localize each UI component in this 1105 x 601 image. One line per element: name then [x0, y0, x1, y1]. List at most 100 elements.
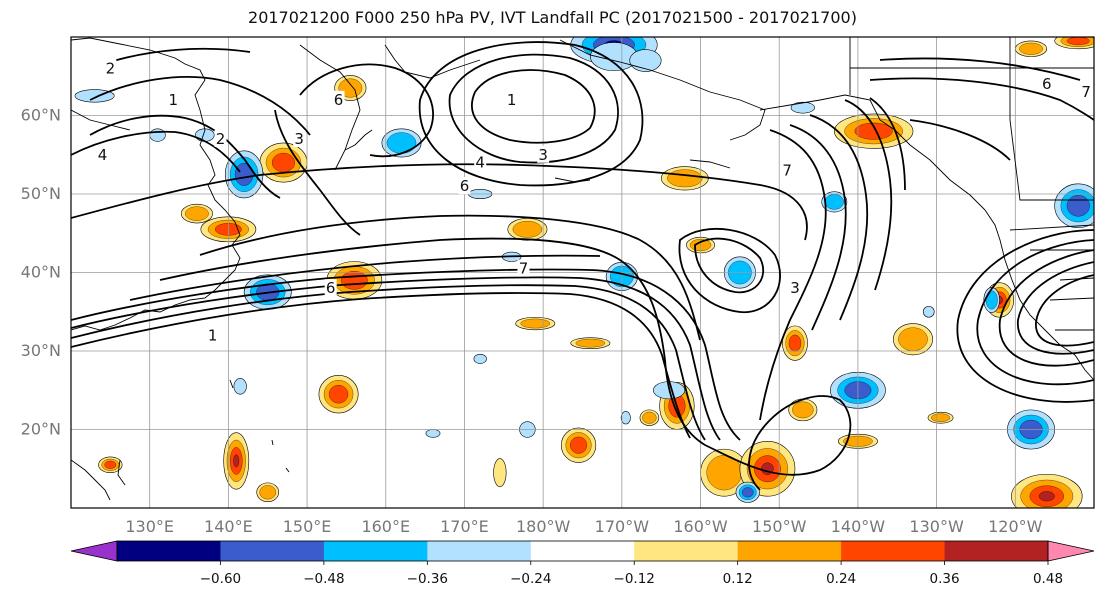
contour-label: 3 — [788, 279, 801, 297]
pv-anomaly — [318, 375, 359, 414]
contour-label: 4 — [474, 153, 487, 172]
colorbar-extend-high — [1047, 540, 1095, 562]
lon-tick-label: 140°E — [204, 517, 253, 536]
pv-anomaly — [425, 429, 441, 438]
svg-text:3: 3 — [538, 146, 548, 164]
pv-anomaly — [1015, 40, 1048, 57]
pv-anomaly — [639, 409, 660, 426]
pv-anomaly — [224, 150, 264, 199]
graticule — [71, 37, 1094, 508]
pv-anomaly — [700, 448, 749, 497]
colorbar-segment — [427, 541, 532, 561]
longitude-labels: 130°E 140°E 150°E 160°E 170°E 180°W 170°W 160°W… — [125, 517, 1042, 536]
colorbar-tick-label: −0.24 — [510, 571, 551, 587]
lon-tick-label: 170°E — [440, 517, 489, 536]
lon-tick-label: 130°W — [909, 517, 964, 536]
map-frame — [70, 36, 1095, 509]
colorbar-tick-label: −0.48 — [303, 571, 344, 587]
svg-text:2: 2 — [106, 59, 116, 77]
svg-text:7: 7 — [782, 161, 792, 179]
pv-anomaly — [927, 411, 954, 424]
pv-anomaly — [983, 287, 1000, 313]
svg-text:1: 1 — [169, 91, 179, 109]
lon-tick-label: 150°E — [283, 517, 332, 536]
lat-tick-label: 30°N — [21, 341, 61, 360]
colorbar-tick-label: −0.12 — [614, 571, 655, 587]
contour-label: 7 — [517, 259, 530, 278]
pv-anomaly — [560, 427, 597, 463]
svg-text:6: 6 — [1042, 75, 1052, 93]
pv-anomaly — [515, 316, 556, 331]
svg-text:2: 2 — [216, 130, 226, 148]
contour-label: 1 — [505, 90, 518, 109]
svg-text:6: 6 — [460, 177, 470, 195]
latitude-labels: 20°N 30°N 40°N 50°N 60°N — [21, 106, 61, 439]
pv-anomaly — [570, 337, 611, 349]
lat-tick-label: 60°N — [21, 106, 61, 125]
colorbar-segment — [737, 541, 842, 561]
colorbar-tick-label: 0.12 — [723, 571, 753, 587]
pv-anomaly — [790, 101, 815, 114]
pv-anomaly — [1011, 473, 1083, 508]
contour-label: 6 — [324, 279, 337, 297]
contour-label: 3 — [293, 130, 306, 148]
pv-anomaly — [256, 482, 280, 503]
colorbar-tick-label: 0.48 — [1033, 571, 1063, 587]
lon-tick-label: 180°W — [516, 517, 571, 536]
colorbar-segment — [634, 541, 739, 561]
lon-tick-label: 140°W — [831, 517, 886, 536]
lat-tick-label: 40°N — [21, 263, 61, 282]
svg-text:1: 1 — [507, 91, 517, 109]
colorbar-segment — [530, 541, 635, 561]
colorbar-tick-label: −0.60 — [200, 571, 241, 587]
pv-anomaly — [326, 261, 383, 300]
map-title: 2017021200 F000 250 hPa PV, IVT Landfall… — [248, 8, 857, 27]
contour-label: 7 — [1080, 82, 1093, 101]
contour-label: 6 — [1040, 75, 1053, 93]
lat-tick-label: 20°N — [21, 420, 61, 439]
lon-tick-label: 160°W — [673, 517, 728, 536]
colorbar-segment — [117, 541, 221, 561]
svg-text:7: 7 — [519, 260, 529, 278]
svg-text:4: 4 — [475, 154, 485, 172]
colorbar-segment — [841, 541, 946, 561]
pv-anomaly — [620, 411, 631, 425]
lat-tick-label: 50°N — [21, 184, 61, 203]
lon-tick-label: 170°W — [595, 517, 650, 536]
colorbar-segment — [944, 541, 1049, 561]
lon-tick-label: 130°E — [125, 517, 174, 536]
svg-text:3: 3 — [790, 279, 800, 297]
pv-anomaly — [493, 458, 507, 488]
pv-anomaly — [180, 203, 213, 224]
svg-text:3: 3 — [294, 130, 304, 148]
pv-anomaly — [821, 191, 848, 213]
contour-label: 1 — [206, 326, 219, 344]
pv-anomaly — [834, 113, 914, 149]
contour-label: 4 — [96, 145, 109, 164]
pv-anomaly — [149, 128, 166, 142]
pv-anomaly — [788, 398, 818, 422]
pv-anomaly — [735, 481, 760, 503]
pv-anomaly — [922, 305, 935, 318]
lon-tick-label: 120°W — [988, 517, 1043, 536]
svg-text:6: 6 — [334, 91, 344, 109]
pv-anomaly — [233, 378, 247, 395]
svg-text:7: 7 — [1081, 83, 1091, 101]
colorbar-frame — [116, 540, 1049, 562]
colorbar: −0.60 −0.48 −0.36 −0.24 −0.12 0.12 0.24 0.36 0.4… — [70, 540, 1095, 587]
svg-text:6: 6 — [326, 279, 336, 297]
colorbar-segment — [323, 541, 428, 561]
lon-tick-label: 150°W — [752, 517, 807, 536]
svg-text:4: 4 — [98, 146, 108, 164]
contour-label: 6 — [332, 90, 345, 109]
colorbar-tick-label: −0.36 — [407, 571, 448, 587]
colorbar-tick-label: 0.36 — [930, 571, 960, 587]
pv-anomaly — [473, 353, 487, 364]
contour-label: 6 — [458, 177, 471, 195]
pv-anomaly — [1054, 183, 1094, 229]
pv-anomaly — [893, 323, 933, 356]
pv-anomaly — [782, 325, 808, 361]
pv-anomaly — [223, 432, 250, 490]
